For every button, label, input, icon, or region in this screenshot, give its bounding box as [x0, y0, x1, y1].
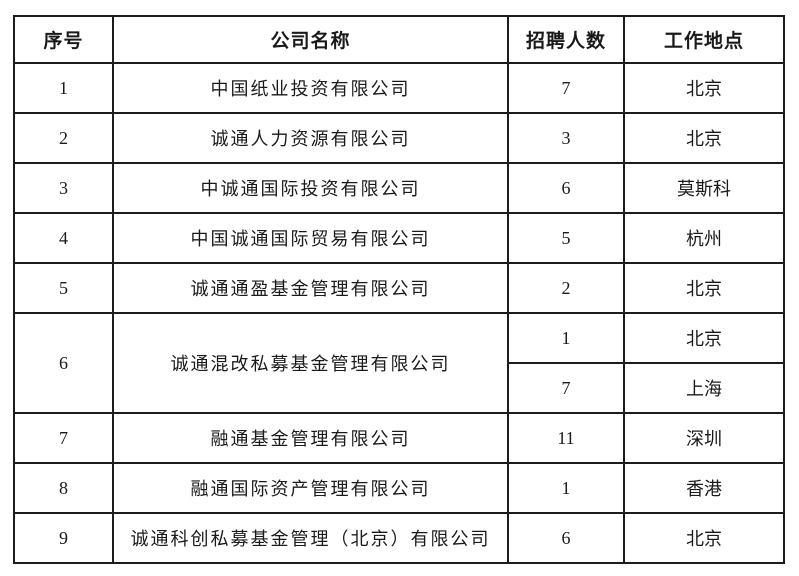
- company-name-cell: 中诚通国际投资有限公司: [112, 162, 509, 214]
- company-name-cell: 诚通人力资源有限公司: [112, 112, 509, 164]
- recruit-count-cell: 2: [507, 262, 625, 314]
- table-row: 7 上海: [14, 362, 785, 414]
- recruit-count-cell: 11: [507, 412, 625, 464]
- header-recruit-count: 招聘人数: [507, 15, 625, 64]
- work-location-cell: 北京: [623, 312, 785, 364]
- work-location-cell: 北京: [623, 62, 785, 114]
- work-location-cell: 北京: [623, 512, 785, 564]
- work-location-cell: 香港: [623, 462, 785, 514]
- recruit-count-cell: 1: [507, 462, 625, 514]
- company-name-cell: 中国诚通国际贸易有限公司: [112, 212, 509, 264]
- table-row: 7 融通基金管理有限公司 11 深圳: [13, 412, 785, 464]
- work-location-cell: 莫斯科: [623, 162, 785, 214]
- table-header: 序号 公司名称 招聘人数 工作地点: [13, 15, 785, 64]
- work-location-cell: 深圳: [623, 412, 785, 464]
- table-row: 6 诚通混改私募基金管理有限公司 1 北京: [13, 312, 785, 414]
- work-location-cell: 杭州: [623, 212, 785, 264]
- table-row: 5 诚通通盈基金管理有限公司 2 北京: [13, 262, 785, 314]
- table-row: 2 诚通人力资源有限公司 3 北京: [13, 112, 785, 164]
- recruit-count-cell: 6: [507, 512, 625, 564]
- table-row: 1 中国纸业投资有限公司 7 北京: [13, 62, 785, 114]
- recruit-count-cell: 7: [507, 362, 625, 414]
- header-serial-number: 序号: [13, 15, 114, 64]
- company-name-cell: 融通基金管理有限公司: [112, 412, 509, 464]
- table-row: 4 中国诚通国际贸易有限公司 5 杭州: [13, 212, 785, 264]
- serial-number-cell: 1: [13, 62, 114, 114]
- serial-number-cell: 2: [13, 112, 114, 164]
- recruit-count-cell: 1: [507, 312, 625, 364]
- company-name-cell: 诚通通盈基金管理有限公司: [112, 262, 509, 314]
- table-row: 3 中诚通国际投资有限公司 6 莫斯科: [13, 162, 785, 214]
- company-name-cell: 融通国际资产管理有限公司: [112, 462, 509, 514]
- recruit-count-cell: 5: [507, 212, 625, 264]
- table-row: 8 融通国际资产管理有限公司 1 香港: [13, 462, 785, 514]
- recruit-count-cell: 7: [507, 62, 625, 114]
- recruitment-table: 序号 公司名称 招聘人数 工作地点 1 中国纸业投资有限公司 7 北京 2 诚通人力资源有…: [13, 15, 785, 564]
- serial-number-cell: 4: [13, 212, 114, 264]
- serial-number-cell: 6: [13, 312, 114, 414]
- serial-number-cell: 7: [13, 412, 114, 464]
- work-location-cell: 北京: [623, 262, 785, 314]
- company-name-cell: 诚通科创私募基金管理（北京）有限公司: [112, 512, 509, 564]
- serial-number-cell: 8: [13, 462, 114, 514]
- serial-number-cell: 3: [13, 162, 114, 214]
- table-row: 9 诚通科创私募基金管理（北京）有限公司 6 北京: [13, 512, 785, 564]
- company-name-cell: 诚通混改私募基金管理有限公司: [112, 312, 509, 414]
- header-work-location: 工作地点: [623, 15, 785, 64]
- header-company-name: 公司名称: [112, 15, 509, 64]
- serial-number-cell: 5: [13, 262, 114, 314]
- header-row: 序号 公司名称 招聘人数 工作地点: [13, 15, 785, 64]
- table-body: 1 中国纸业投资有限公司 7 北京 2 诚通人力资源有限公司 3 北京 3 中诚通国际投资有限公司…: [13, 62, 785, 564]
- company-name-cell: 中国纸业投资有限公司: [112, 62, 509, 114]
- recruit-count-cell: 3: [507, 112, 625, 164]
- work-location-cell: 北京: [623, 112, 785, 164]
- recruit-count-cell: 6: [507, 162, 625, 214]
- work-location-cell: 上海: [623, 362, 785, 414]
- serial-number-cell: 9: [13, 512, 114, 564]
